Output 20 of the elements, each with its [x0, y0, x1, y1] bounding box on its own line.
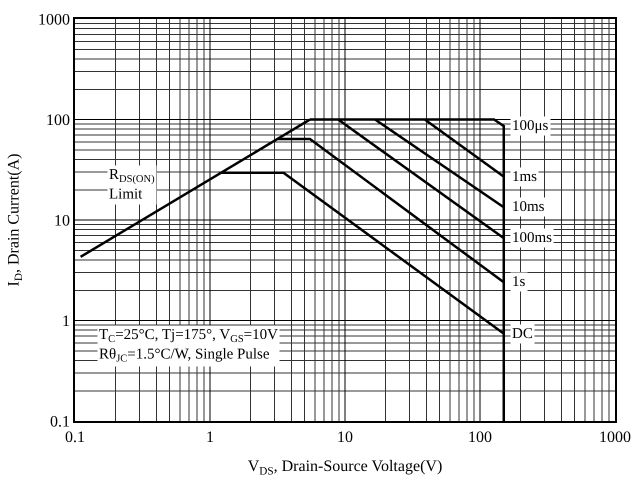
x-tick-label: 0.1 — [65, 428, 85, 446]
annotation: Rθ$_{JC}$=1.5°C/W, Single Pulse — [99, 346, 270, 365]
y-tick-label: 1 — [62, 313, 70, 330]
series-label: 100ms — [512, 230, 552, 246]
x-tick-label: 100 — [468, 428, 492, 446]
series-label: 100μs — [512, 118, 549, 134]
y-tick-label: 0.1 — [50, 414, 70, 431]
y-tick-label: 100 — [46, 112, 70, 130]
x-tick-label: 10 — [337, 428, 353, 446]
series-label: 1s — [512, 274, 526, 290]
y-tick-label: 1000 — [38, 12, 70, 29]
y-tick-label: 10 — [54, 212, 70, 230]
series-label: 10ms — [512, 199, 545, 215]
series-label: 1ms — [512, 169, 538, 185]
x-tick-label: 1000 — [599, 428, 631, 446]
x-axis-title: V$_{DS}$, Drain-Source Voltage(V) — [248, 458, 442, 478]
series-label: DC — [512, 326, 533, 342]
series-label: R$_{DS(ON)}$ Limit — [109, 167, 156, 202]
x-tick-label: 1 — [206, 428, 214, 446]
annotation: T$_{C}$=25°C, Tj=175°, V$_{GS}$=10V — [99, 327, 278, 346]
